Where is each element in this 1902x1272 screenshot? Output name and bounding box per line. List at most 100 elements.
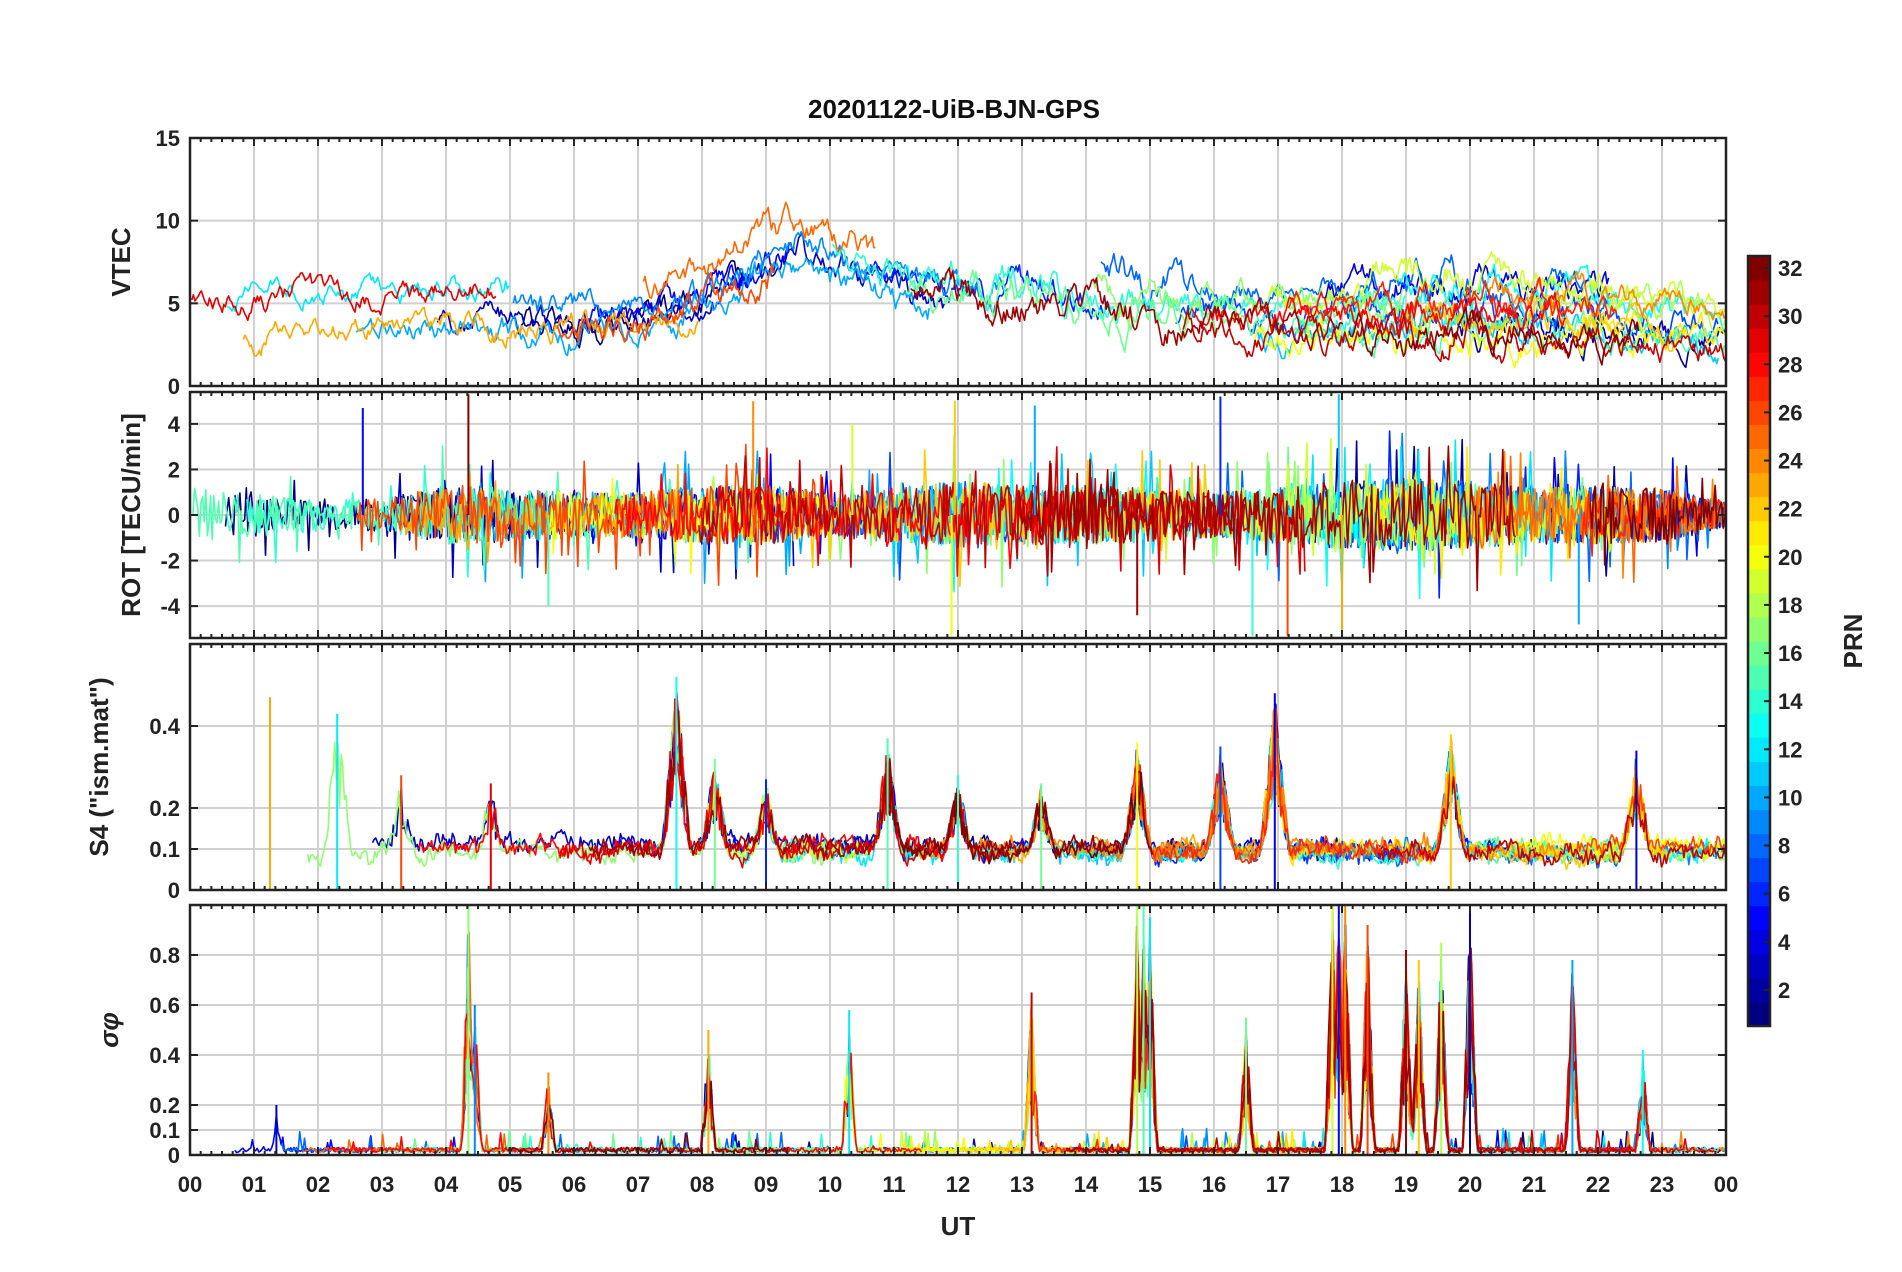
xtick-label: 10 [818, 1172, 842, 1197]
series-sigma_phi-prn-29 [1495, 986, 1715, 1154]
series-vtec-prn-25 [642, 201, 876, 299]
ytick-label-rot: -4 [160, 594, 180, 619]
colorbar-cell [1748, 881, 1770, 907]
series-s4-prn-30 [1377, 767, 1727, 868]
series-s4-prn-26 [1574, 764, 1727, 858]
colorbar-tick-label: 2 [1778, 978, 1790, 1003]
series-rot-prn-31 [1018, 445, 1517, 592]
xtick-label: 18 [1330, 1172, 1354, 1197]
ylabel-vtec: VTEC [106, 227, 136, 297]
colorbar-tick-label: 22 [1778, 497, 1802, 522]
frame-rot [188, 390, 1728, 640]
colorbar-cell [1748, 448, 1770, 474]
panel-s4: 0 0.1 0.2 0.4 S4 ("ism.mat") [84, 642, 1728, 903]
series-vtec-prn-16 [906, 269, 1475, 353]
xtick-label: 02 [306, 1172, 330, 1197]
ytick-label-s4: 0.4 [149, 714, 180, 739]
colorbar-cell [1748, 761, 1770, 786]
series-rot-prn-26 [356, 443, 829, 586]
xtick-label: 17 [1266, 1172, 1290, 1197]
colorbar-cell [1748, 953, 1770, 979]
series-vtec-prn-29 [191, 272, 497, 322]
colorbar-tick-label: 30 [1778, 304, 1802, 329]
ytick-label-rot: 0 [168, 503, 180, 528]
colorbar-cell [1748, 977, 1770, 1003]
colorbar-tick-label: 14 [1778, 689, 1803, 714]
colorbar-cell [1748, 304, 1770, 329]
xtick-label: 21 [1522, 1172, 1546, 1197]
series-vtec-prn-3 [436, 232, 945, 336]
chart-title: 20201122-UiB-BJN-GPS [808, 94, 1100, 124]
series-s4-prn-32 [885, 762, 1154, 865]
lines-vtec [191, 201, 1727, 369]
xtick-label: 08 [690, 1172, 714, 1197]
colorbar-frame [1746, 254, 1772, 1028]
series-sigma_phi-prn-28 [327, 1013, 923, 1154]
colorbar-cell [1748, 689, 1770, 714]
xtick-label: 00 [178, 1172, 202, 1197]
series-s4-prn-27 [1122, 707, 1447, 865]
colorbar-tick-label: 20 [1778, 545, 1802, 570]
series-vtec-prn-31 [910, 267, 1344, 352]
xtick-label: 12 [946, 1172, 970, 1197]
xtick-label: 20 [1458, 1172, 1482, 1197]
ytick-label-s4: 0.2 [149, 796, 180, 821]
series-vtec-prn-9 [512, 230, 1009, 322]
series-rot-prn-32 [1589, 477, 1726, 566]
frame-vtec [188, 136, 1728, 388]
series-vtec-prn-27 [1287, 276, 1618, 331]
xtick-label: 09 [754, 1172, 778, 1197]
colorbar-cell [1748, 809, 1770, 834]
ytick-label-rot: -2 [160, 549, 180, 574]
colorbar-cell [1748, 1001, 1770, 1027]
colorbar-cell [1748, 592, 1770, 618]
colorbar-cell [1748, 352, 1770, 377]
colorbar-tick-label: 26 [1778, 400, 1802, 425]
xtick-label: 07 [626, 1172, 650, 1197]
xtick-label: 14 [1074, 1172, 1099, 1197]
series-vtec-prn-32 [1348, 306, 1640, 366]
lines-s4 [269, 676, 1727, 890]
series-vtec-prn-24 [1488, 270, 1727, 321]
ytick-label-vtec: 0 [168, 374, 180, 399]
xtick-label: 06 [562, 1172, 586, 1197]
colorbar-cell [1748, 544, 1770, 570]
lines-rot [192, 394, 1727, 636]
series-s4-prn-20 [1513, 784, 1726, 860]
colorbar-cell [1748, 424, 1770, 449]
ytick-label-s4: 0.1 [149, 837, 180, 862]
series-s4-prn-22 [1413, 738, 1670, 871]
xtick-label: 01 [242, 1172, 266, 1197]
colorbar-tick-label: 12 [1778, 737, 1802, 762]
colorbar-cell [1748, 616, 1770, 642]
colorbar-cells [1748, 256, 1770, 1027]
colorbar-tick-label: 10 [1778, 785, 1802, 810]
ytick-label-sigma_phi: 0.2 [149, 1093, 180, 1118]
xtick-label: 00 [1714, 1172, 1738, 1197]
series-vtec-prn-26 [556, 263, 775, 343]
panel-rot: -4 -2 0 2 4 ROT [TECU/min] [116, 390, 1728, 640]
colorbar-cell [1748, 737, 1770, 762]
xtick-label: 15 [1138, 1172, 1162, 1197]
ytick-label-sigma_phi: 0.4 [149, 1043, 180, 1068]
colorbar-cell [1748, 400, 1770, 425]
series-vtec-prn-13 [1399, 263, 1725, 331]
frame-s4 [188, 642, 1728, 892]
lines-sigma-phi [234, 905, 1727, 1155]
colorbar-cell [1748, 568, 1770, 594]
colorbar-cell [1748, 641, 1770, 666]
ytick-label-sigma_phi: 0.6 [149, 993, 180, 1018]
colorbar-tick-label: 6 [1778, 882, 1790, 907]
ytick-label-sigma_phi: 0 [168, 1143, 180, 1168]
xtick-label: 03 [370, 1172, 394, 1197]
colorbar-cell [1748, 857, 1770, 883]
ytick-label-rot: 4 [168, 412, 181, 437]
xtick-label: 04 [434, 1172, 459, 1197]
ytick-label-s4: 0 [168, 878, 180, 903]
colorbar-cell [1748, 328, 1770, 353]
colorbar-tick-label: 16 [1778, 641, 1802, 666]
colorbar-cell [1748, 785, 1770, 810]
xtick-label: 05 [498, 1172, 522, 1197]
